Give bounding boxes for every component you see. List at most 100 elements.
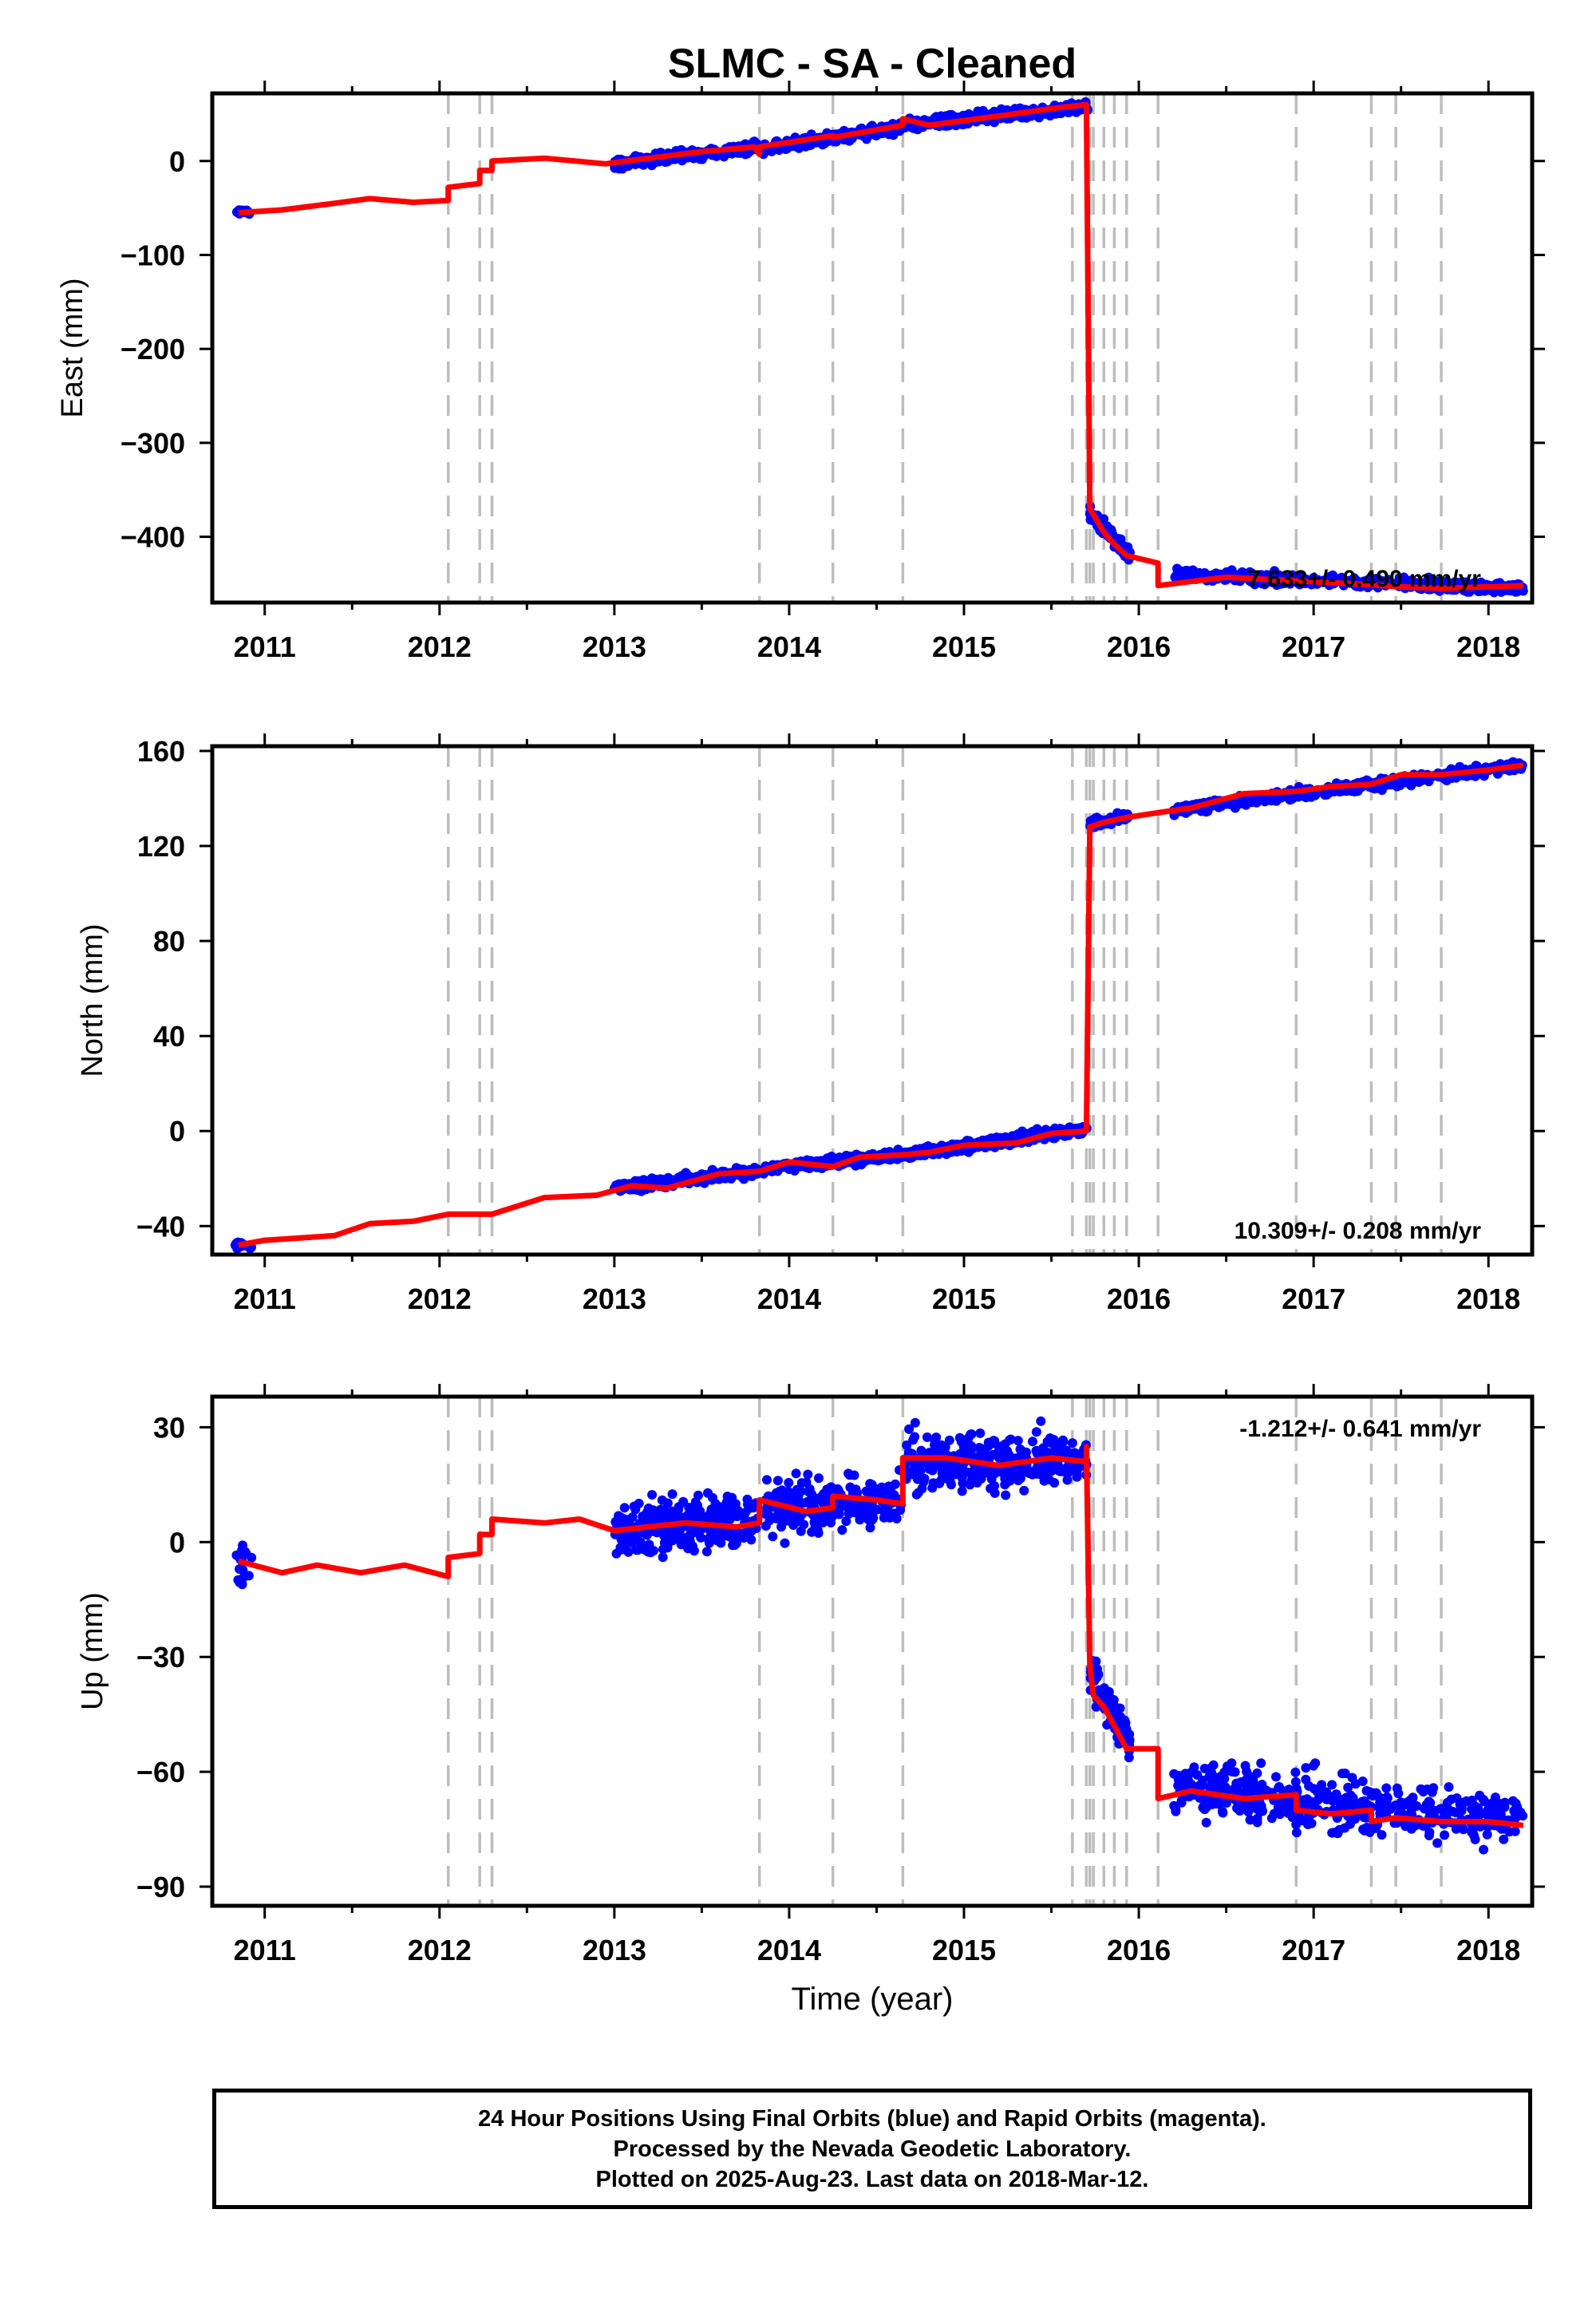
data-point [762,1475,772,1485]
data-point [922,1432,932,1442]
data-point [1033,1446,1043,1456]
data-point [1013,1436,1023,1446]
data-point [827,1512,837,1522]
data-point [1370,1788,1381,1798]
data-point [957,1436,967,1446]
data-point [1297,1816,1307,1826]
data-point [945,1476,955,1486]
data-point [1499,1834,1509,1844]
y-tick-label: 0 [169,145,185,178]
x-tick-label: 2012 [408,630,472,663]
plot-frame [210,91,1535,605]
data-point [682,1511,693,1521]
x-tick-label: 2017 [1282,1934,1345,1966]
data-point [791,1468,801,1479]
data-point [685,1535,695,1546]
data-point [1446,1794,1456,1804]
plot-area [231,1397,1528,1906]
data-point [908,1469,918,1480]
data-point [1496,1824,1507,1834]
data-point [655,1514,666,1524]
data-point [1432,1838,1443,1848]
data-point [1245,1815,1255,1825]
data-point [1227,1758,1237,1769]
data-point [1398,775,1408,785]
data-point [707,1492,717,1503]
data-point [930,1441,941,1452]
data-point [1124,1753,1134,1763]
data-point [1482,1829,1492,1840]
y-tick-label: 80 [153,925,185,958]
data-point [1031,1427,1041,1437]
data-point [1025,1468,1035,1479]
data-point [1036,1416,1046,1426]
data-point [1058,1437,1069,1447]
y-tick-label: −60 [136,1756,185,1788]
data-point [1483,1810,1493,1820]
data-point [1062,1475,1073,1485]
y-tick-label: −400 [120,521,185,554]
data-point [1343,1782,1353,1792]
data-point [965,1480,975,1490]
data-point [1063,1461,1073,1472]
x-tick-label: 2014 [757,1282,821,1315]
data-point [1518,1811,1528,1821]
data-point [825,1485,836,1496]
data-point [1340,1769,1350,1779]
data-point [1004,1449,1014,1460]
x-tick-label: 2018 [1456,630,1520,663]
footer-line-2: Processed by the Nevada Geodetic Laborat… [613,2136,1132,2162]
data-point [1291,1828,1302,1838]
data-point [1310,1758,1321,1769]
data-point [1377,785,1387,795]
data-point [1291,1784,1302,1794]
data-point [712,1535,722,1546]
data-point [1382,1793,1393,1804]
data-point [1256,1758,1266,1769]
data-point [1424,1828,1435,1837]
data-point [1227,1767,1238,1777]
data-point [841,1516,851,1527]
data-point [927,1465,938,1476]
data-point [1118,1720,1128,1730]
x-tick-label: 2011 [234,630,296,663]
panel-3: 2011 2012 2013 2014 2015 2016 2017 2018 30 0 −30 −6… [76,1384,1545,1966]
data-point [972,1477,982,1488]
data-point [1337,1797,1347,1808]
data-point [871,1504,882,1515]
data-point [772,1476,783,1486]
data-point [934,1477,944,1488]
data-point [237,1579,247,1590]
data-point [986,1467,997,1477]
data-point [786,1496,796,1506]
data-point [944,1464,954,1475]
data-point [944,1435,954,1445]
data-point [814,1473,824,1484]
data-point [975,1428,986,1438]
data-point [918,1477,929,1488]
data-point [1300,1799,1310,1808]
data-point [1236,798,1246,808]
data-point [1231,1778,1242,1788]
y-tick-label: 0 [169,1526,185,1559]
data-point [1301,1774,1311,1784]
data-point [934,1459,945,1469]
data-point [1298,791,1309,801]
y-tick-label: 120 [137,830,185,863]
data-point [662,1498,673,1508]
data-point [1440,1805,1450,1816]
y-tick-label: −30 [136,1641,185,1674]
data-point [667,1489,678,1500]
x-tick-label: 2017 [1282,1282,1345,1315]
data-point [1377,1830,1387,1840]
data-point [851,1484,861,1495]
data-point [908,1435,918,1445]
x-tick-label: 2013 [583,630,646,663]
data-point [1001,1490,1011,1500]
x-tick-label: 2016 [1107,1282,1171,1315]
data-point [1424,572,1434,583]
data-point [710,1511,721,1521]
data-point [990,1480,1000,1491]
data-point [721,1497,732,1508]
